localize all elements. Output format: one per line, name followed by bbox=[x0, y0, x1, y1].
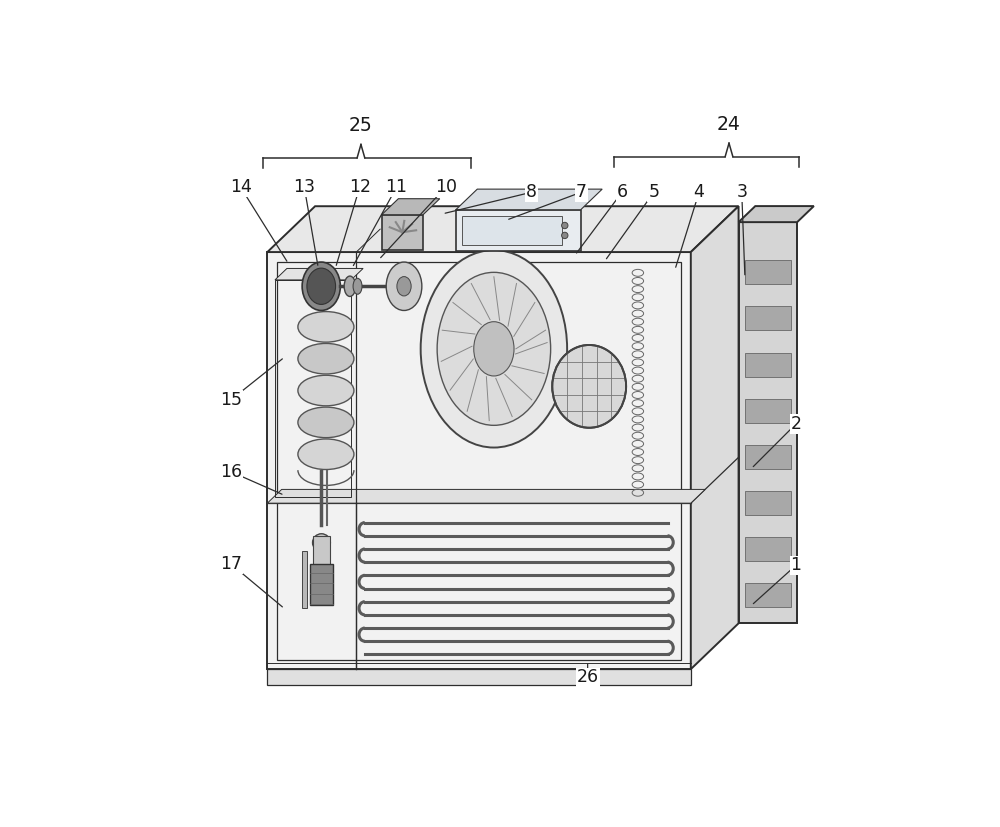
Ellipse shape bbox=[298, 343, 354, 374]
Ellipse shape bbox=[298, 312, 354, 342]
Bar bbox=[302, 551, 307, 608]
Bar bbox=[745, 538, 791, 562]
Text: 6: 6 bbox=[616, 184, 628, 201]
Bar bbox=[745, 352, 791, 376]
Text: 11: 11 bbox=[386, 178, 408, 196]
Polygon shape bbox=[267, 669, 691, 685]
Text: 2: 2 bbox=[790, 415, 801, 433]
Bar bbox=[745, 261, 791, 284]
Text: 5: 5 bbox=[648, 184, 659, 201]
Text: 12: 12 bbox=[349, 178, 371, 196]
Bar bbox=[310, 564, 333, 605]
Bar bbox=[745, 491, 791, 515]
Polygon shape bbox=[267, 206, 739, 252]
Text: 24: 24 bbox=[717, 115, 741, 134]
Ellipse shape bbox=[421, 250, 567, 447]
Text: 3: 3 bbox=[736, 184, 747, 201]
Ellipse shape bbox=[397, 276, 411, 296]
Bar bbox=[275, 280, 351, 497]
Text: 10: 10 bbox=[435, 178, 457, 196]
Ellipse shape bbox=[307, 268, 336, 304]
Ellipse shape bbox=[298, 407, 354, 437]
Bar bbox=[462, 216, 562, 245]
Ellipse shape bbox=[298, 375, 354, 406]
Polygon shape bbox=[739, 206, 814, 222]
Ellipse shape bbox=[437, 272, 551, 425]
Ellipse shape bbox=[313, 533, 330, 552]
Ellipse shape bbox=[474, 322, 514, 376]
Polygon shape bbox=[456, 189, 602, 210]
Ellipse shape bbox=[386, 262, 422, 310]
Ellipse shape bbox=[552, 345, 626, 428]
Polygon shape bbox=[691, 206, 739, 669]
Ellipse shape bbox=[562, 222, 568, 229]
Text: 13: 13 bbox=[293, 178, 315, 196]
Bar bbox=[456, 210, 581, 251]
Ellipse shape bbox=[562, 232, 568, 239]
Text: 26: 26 bbox=[577, 668, 599, 686]
Bar bbox=[382, 215, 423, 250]
Text: 7: 7 bbox=[576, 184, 587, 201]
Ellipse shape bbox=[344, 276, 356, 296]
Polygon shape bbox=[382, 198, 440, 215]
Ellipse shape bbox=[302, 262, 340, 310]
Text: 16: 16 bbox=[220, 463, 242, 480]
Bar bbox=[745, 583, 791, 607]
Polygon shape bbox=[267, 490, 705, 503]
Text: 15: 15 bbox=[220, 391, 242, 409]
Text: 25: 25 bbox=[349, 116, 373, 135]
Text: 8: 8 bbox=[526, 184, 537, 201]
Text: 1: 1 bbox=[790, 557, 801, 575]
Bar bbox=[739, 222, 797, 624]
Polygon shape bbox=[267, 252, 691, 669]
Text: 4: 4 bbox=[694, 184, 705, 201]
Text: 14: 14 bbox=[230, 178, 252, 196]
Ellipse shape bbox=[298, 439, 354, 470]
Bar bbox=[313, 536, 330, 566]
Bar bbox=[745, 399, 791, 423]
Bar bbox=[277, 261, 681, 660]
Bar bbox=[745, 445, 791, 469]
Polygon shape bbox=[275, 269, 363, 280]
Bar bbox=[745, 306, 791, 331]
Ellipse shape bbox=[353, 279, 362, 294]
Text: 17: 17 bbox=[220, 555, 242, 573]
